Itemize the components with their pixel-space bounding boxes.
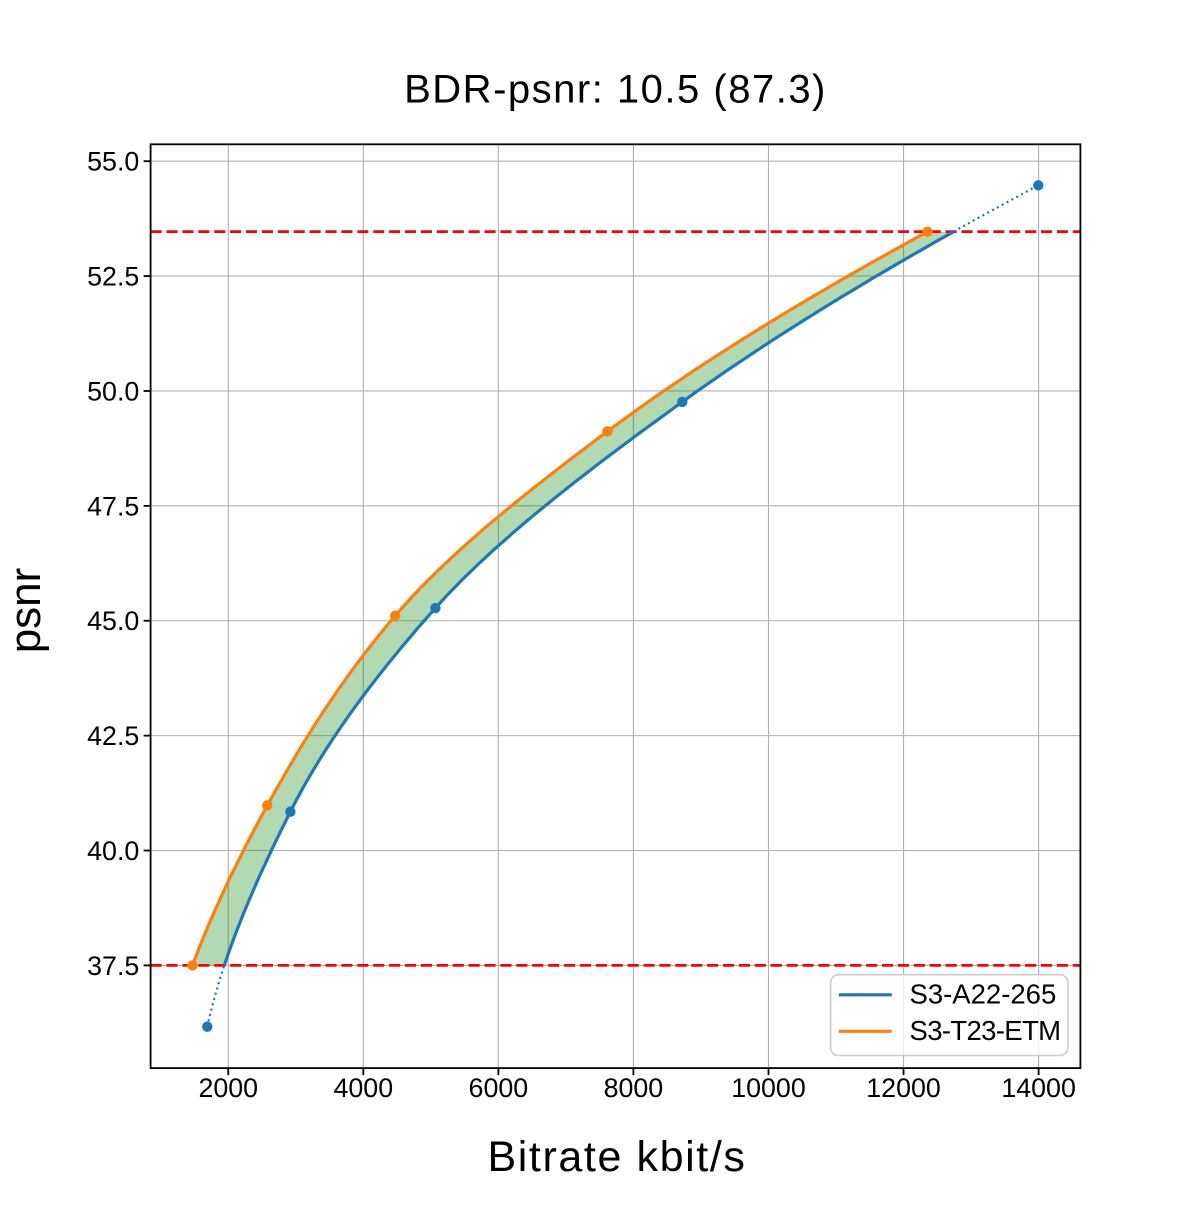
svg-text:8000: 8000 (604, 1073, 664, 1103)
svg-text:47.5: 47.5 (87, 491, 139, 521)
svg-text:45.0: 45.0 (87, 606, 139, 636)
svg-text:BDR-psnr: 10.5 (87.3): BDR-psnr: 10.5 (87.3) (404, 67, 827, 111)
svg-text:6000: 6000 (469, 1073, 529, 1103)
svg-text:52.5: 52.5 (87, 262, 139, 292)
svg-text:40.0: 40.0 (87, 836, 139, 866)
svg-text:37.5: 37.5 (87, 951, 139, 981)
svg-text:S3-T23-ETM: S3-T23-ETM (910, 1015, 1061, 1046)
svg-text:10000: 10000 (731, 1073, 806, 1103)
svg-text:50.0: 50.0 (87, 376, 139, 406)
svg-text:2000: 2000 (198, 1073, 258, 1103)
svg-text:S3-A22-265: S3-A22-265 (910, 979, 1057, 1010)
svg-text:42.5: 42.5 (87, 721, 139, 751)
svg-text:psnr: psnr (1, 568, 50, 654)
svg-text:Bitrate kbit/s: Bitrate kbit/s (488, 1133, 747, 1181)
svg-text:55.0: 55.0 (87, 147, 139, 177)
svg-text:12000: 12000 (866, 1073, 941, 1103)
svg-text:14000: 14000 (1001, 1073, 1076, 1103)
svg-text:4000: 4000 (333, 1073, 393, 1103)
